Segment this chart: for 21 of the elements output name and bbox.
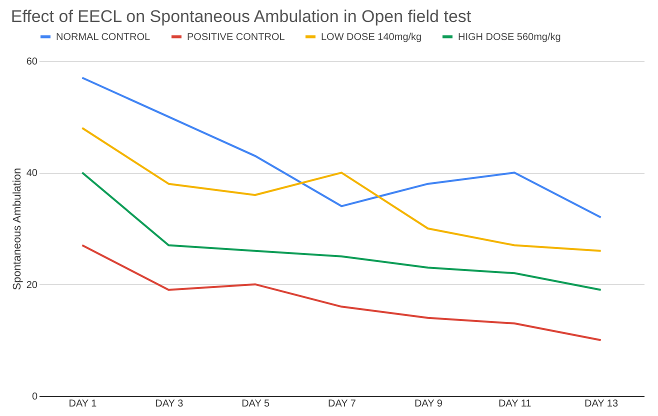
y-tick-label: 0 xyxy=(32,392,38,402)
x-tick-label: DAY 13 xyxy=(584,398,618,410)
legend-label: POSITIVE CONTROL xyxy=(187,32,286,43)
x-tick-label: DAY 7 xyxy=(328,398,356,410)
line-series xyxy=(81,244,602,342)
legend-label: LOW DOSE 140mg/kg xyxy=(321,32,422,43)
chart-title: Effect of EECL on Spontaneous Ambulation in Open field test xyxy=(10,7,472,26)
x-tick-label: DAY 5 xyxy=(242,398,270,410)
line-series xyxy=(81,127,602,252)
line-series xyxy=(81,172,602,291)
y-tick-label: 40 xyxy=(26,168,38,180)
x-tick-label: DAY 1 xyxy=(68,398,98,410)
x-tick-label: DAY 3 xyxy=(155,398,184,410)
legend-label: NORMAL CONTROL xyxy=(56,32,151,43)
x-tick-label: DAY 11 xyxy=(498,398,532,410)
line-series xyxy=(81,76,602,218)
y-tick-label: 20 xyxy=(26,280,38,291)
y-axis-title: Spontaneous Ambulation xyxy=(11,168,24,290)
legend-label: HIGH DOSE 560mg/kg xyxy=(458,32,561,43)
y-tick-label: 60 xyxy=(26,56,38,68)
x-tick-label: DAY 9 xyxy=(414,398,443,410)
